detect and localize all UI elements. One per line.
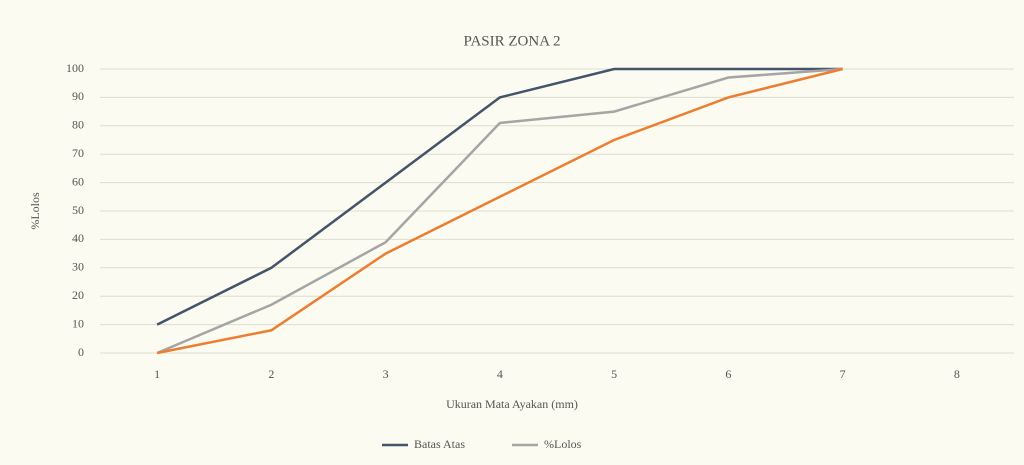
y-tick-label: 50 xyxy=(72,203,84,217)
legend-label: %Lolos xyxy=(544,437,582,451)
x-tick-label: 5 xyxy=(611,367,617,381)
x-tick-label: 2 xyxy=(268,367,274,381)
legend-label: Batas Atas xyxy=(414,437,465,451)
chart: PASIR ZONA 2 %Lolos Ukuran Mata Ayakan (… xyxy=(0,0,1024,465)
chart-title: PASIR ZONA 2 xyxy=(464,33,561,49)
y-tick-label: 20 xyxy=(72,288,84,302)
y-tick-label: 60 xyxy=(72,174,84,188)
x-tick-label: 3 xyxy=(383,367,389,381)
x-tick-label: 7 xyxy=(840,367,846,381)
x-tick-label: 8 xyxy=(954,367,960,381)
y-tick-label: 90 xyxy=(72,89,84,103)
y-tick-label: 100 xyxy=(66,61,84,75)
y-tick-label: 30 xyxy=(72,260,84,274)
y-tick-label: 10 xyxy=(72,316,84,330)
x-axis-title: Ukuran Mata Ayakan (mm) xyxy=(446,397,578,411)
background xyxy=(0,0,1024,465)
y-axis-title: %Lolos xyxy=(28,192,42,230)
y-tick-label: 80 xyxy=(72,118,84,132)
y-tick-label: 70 xyxy=(72,146,84,160)
x-tick-label: 1 xyxy=(154,367,160,381)
y-tick-label: 40 xyxy=(72,231,84,245)
x-tick-label: 4 xyxy=(497,367,503,381)
x-tick-label: 6 xyxy=(725,367,731,381)
y-tick-label: 0 xyxy=(78,345,84,359)
